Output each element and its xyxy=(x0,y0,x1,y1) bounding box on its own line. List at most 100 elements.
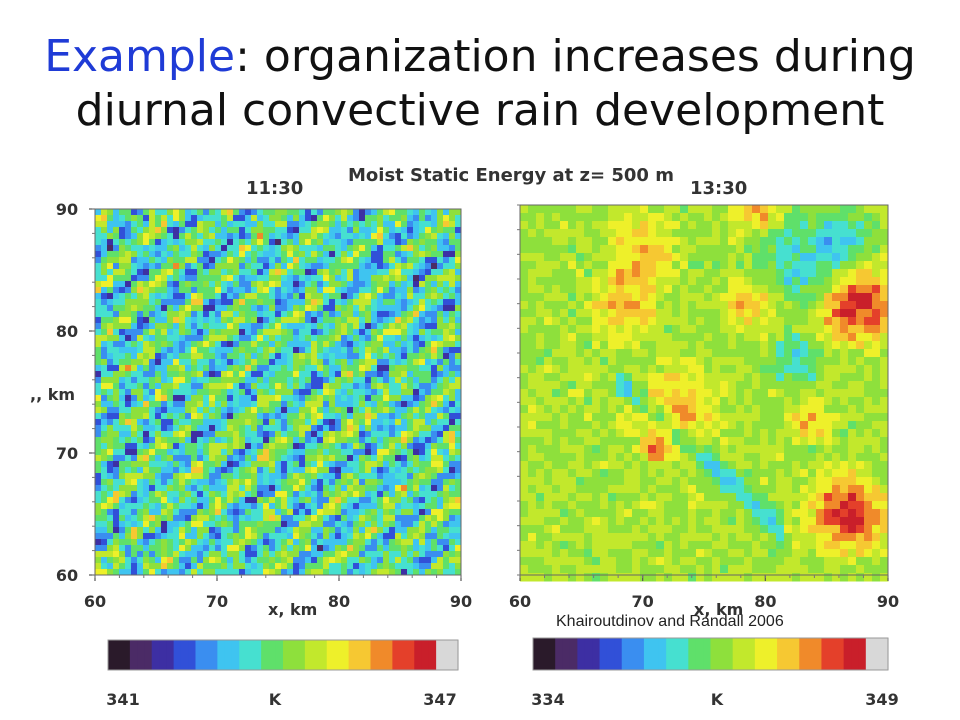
colorbar-swatch xyxy=(777,638,786,670)
colorbar-swatch xyxy=(577,638,586,670)
heatmap-1130 xyxy=(95,209,462,576)
colorbar-swatch xyxy=(297,640,306,670)
x-tick-label: 70 xyxy=(632,592,654,611)
colorbar-swatch xyxy=(680,638,689,670)
x-tick-label: 80 xyxy=(328,592,350,611)
x-axis-label: x, km xyxy=(268,600,317,619)
colorbar-swatch xyxy=(319,640,328,670)
colorbar-swatch xyxy=(188,640,197,670)
colorbar-swatch xyxy=(180,640,189,670)
colorbar-0 xyxy=(108,640,459,670)
colorbar-swatch xyxy=(355,640,364,670)
colorbar-swatch xyxy=(769,638,778,670)
colorbar-swatch xyxy=(533,638,541,670)
colorbar-swatch xyxy=(385,640,393,670)
colorbar-swatch xyxy=(261,640,270,670)
colorbar-swatch xyxy=(334,640,342,670)
colorbar-swatch xyxy=(673,638,682,670)
colorbar-swatch xyxy=(428,640,437,670)
colorbar-swatch xyxy=(621,638,630,670)
colorbar-swatch xyxy=(629,638,638,670)
colorbar-swatch xyxy=(436,640,445,670)
colorbar-swatch xyxy=(166,640,175,670)
colorbar-swatch xyxy=(814,638,823,670)
colorbar-swatch xyxy=(836,638,845,670)
colorbar-swatch xyxy=(137,640,146,670)
colorbar-swatch xyxy=(151,640,160,670)
colorbar-swatch xyxy=(239,640,248,670)
colorbar-swatch xyxy=(392,640,401,670)
colorbar-swatch xyxy=(562,638,571,670)
colorbar-swatch xyxy=(283,640,291,670)
colorbar-swatch xyxy=(784,638,793,670)
colorbar-swatch xyxy=(732,638,741,670)
colorbar-swatch xyxy=(710,638,719,670)
colorbar-swatch xyxy=(144,640,153,670)
colorbar-swatch xyxy=(614,638,623,670)
colorbar-unit-label: K xyxy=(269,690,282,709)
x-tick-label: 70 xyxy=(206,592,228,611)
colorbar-swatch xyxy=(108,640,116,670)
colorbar-swatch xyxy=(828,638,837,670)
slide-title: Example: organization increases during d… xyxy=(0,30,960,138)
colorbar-swatch xyxy=(666,638,675,670)
title-keyword: Example xyxy=(44,31,236,82)
colorbar-swatch xyxy=(725,638,734,670)
colorbar-swatch xyxy=(348,640,357,670)
colorbar-swatch xyxy=(717,638,726,670)
left-time-label: 11:30 xyxy=(246,178,304,199)
colorbar-swatch xyxy=(173,640,182,670)
colorbar-swatch xyxy=(341,640,350,670)
colorbar-swatch xyxy=(406,640,415,670)
colorbar-swatch xyxy=(421,640,430,670)
colorbar-swatch xyxy=(651,638,660,670)
x-tick-label: 90 xyxy=(877,592,899,611)
colorbar-max-label: 349 xyxy=(865,690,898,709)
x-tick-label: 90 xyxy=(450,592,472,611)
colorbar-swatch xyxy=(370,640,379,670)
colorbar-swatch xyxy=(762,638,771,670)
colorbar-swatch xyxy=(636,638,645,670)
y-axis-label: ,, km xyxy=(30,385,75,404)
colorbar-swatch xyxy=(312,640,321,670)
colorbar-swatch xyxy=(275,640,284,670)
right-time-label: 13:30 xyxy=(690,178,748,199)
plot-frame xyxy=(519,204,889,576)
colorbar-swatch xyxy=(159,640,167,670)
colorbar-swatch xyxy=(414,640,423,670)
colorbar-swatch xyxy=(377,640,386,670)
x-axis-label: x, km xyxy=(694,600,743,619)
colorbar-min-label: 334 xyxy=(531,690,564,709)
colorbar-swatch xyxy=(599,638,608,670)
colorbar-frame xyxy=(532,637,889,671)
colorbar-swatch xyxy=(592,638,601,670)
colorbar-swatch xyxy=(268,640,277,670)
colorbar-swatch xyxy=(399,640,408,670)
colorbar-swatch xyxy=(195,640,204,670)
y-tick-label: 90 xyxy=(56,200,78,219)
colorbar-swatch xyxy=(688,638,697,670)
colorbar-swatch xyxy=(880,638,889,670)
colorbar-swatch xyxy=(584,638,593,670)
figure-header: Moist Static Energy at z= 500 m xyxy=(348,165,674,186)
x-tick-label: 60 xyxy=(509,592,531,611)
colorbar-swatch xyxy=(865,638,874,670)
colorbar-swatch xyxy=(858,638,867,670)
colorbar-swatch xyxy=(873,638,882,670)
y-tick-label: 70 xyxy=(56,444,78,463)
y-tick-label: 60 xyxy=(56,566,78,585)
colorbar-swatch xyxy=(326,640,335,670)
colorbar-swatch xyxy=(217,640,226,670)
colorbar-swatch xyxy=(290,640,299,670)
colorbar-swatch xyxy=(122,640,131,670)
colorbar-min-label: 341 xyxy=(106,690,139,709)
colorbar-swatch xyxy=(231,640,240,670)
colorbar-swatch xyxy=(806,638,815,670)
colorbar-unit-label: K xyxy=(711,690,724,709)
x-tick-label: 60 xyxy=(84,592,106,611)
colorbar-swatch xyxy=(740,638,749,670)
colorbar-swatch xyxy=(695,638,704,670)
colorbar-swatch xyxy=(363,640,372,670)
colorbar-swatch xyxy=(224,640,233,670)
